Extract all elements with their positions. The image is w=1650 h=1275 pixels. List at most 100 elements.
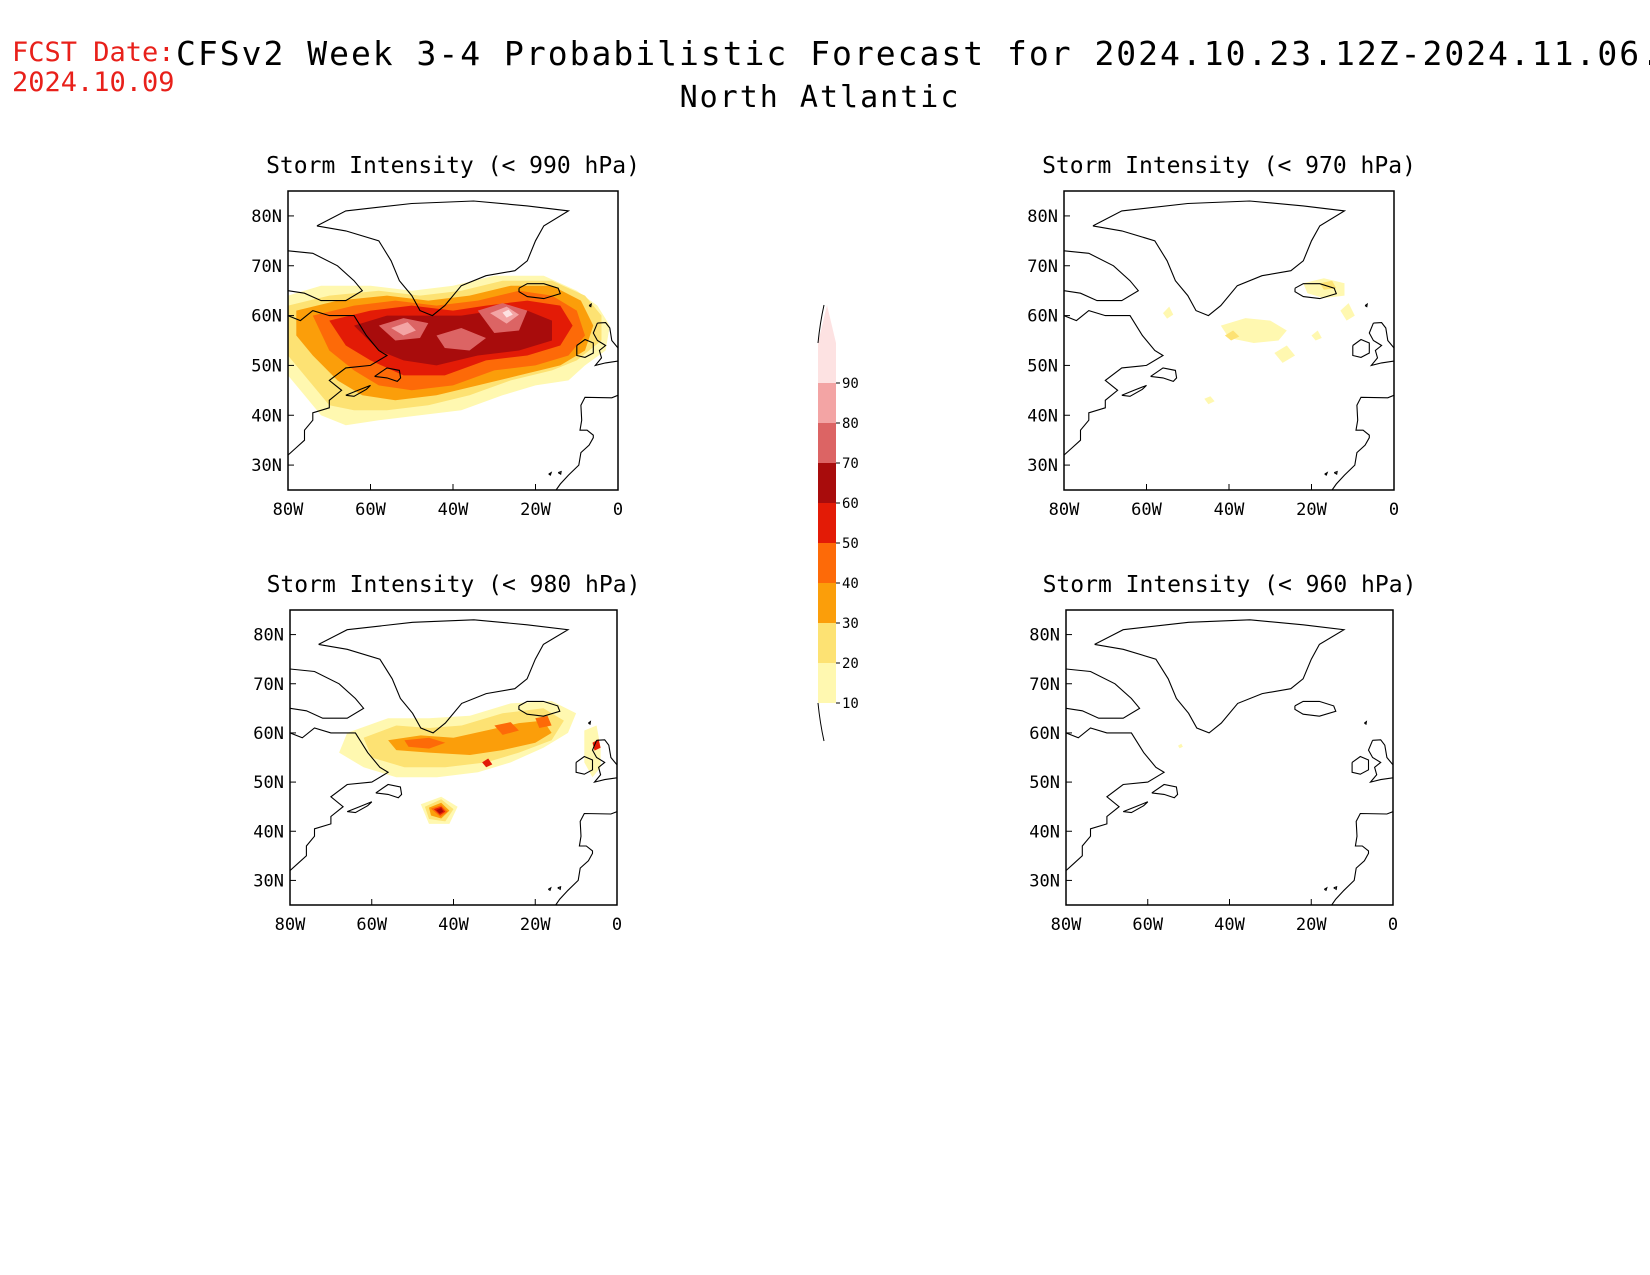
probability-region-60 [436,808,444,814]
lat-tick-label: 40N [1027,406,1058,426]
coastline [374,367,402,383]
map-frame [1063,190,1395,491]
lat-tick-label: 50N [251,356,282,376]
coastlines [290,619,617,905]
coastline [576,338,594,358]
map-frame [1065,609,1394,906]
panel-title: Storm Intensity (< 970 hPa) [1042,153,1416,179]
coastline [548,886,552,892]
coastline [318,619,570,734]
colorbar-label: 30 [842,616,859,632]
lat-tick-label: 60N [251,307,282,327]
probability-region-70 [436,328,486,351]
lat-tick-label: 50N [1027,356,1058,376]
coastline [1331,394,1394,490]
colorbar-segment-20 [818,623,836,663]
lat-tick-label: 70N [251,257,282,277]
probability-region-80 [391,322,416,336]
probability-region-80 [490,306,519,324]
coastline [290,668,365,719]
lon-tick-label: 40W [1214,500,1245,520]
lat-tick-label: 30N [1029,871,1060,891]
coastline [1333,885,1338,891]
colorbar-label: 80 [842,416,859,432]
lon-tick-label: 40W [1214,915,1245,935]
coastline [1066,727,1166,881]
lat-tick-label: 30N [253,871,284,891]
coastlines [1064,200,1394,490]
coastline [288,309,389,466]
colorbar-segment-40 [818,543,836,583]
coastline [1294,700,1337,717]
probability-shading [288,275,610,426]
coastline [1331,811,1393,905]
coastline [588,302,592,308]
map-panel-bottom-left: Storm Intensity (< 980 hPa) 80W 60W 40W 20W 0… [253,572,640,935]
lat-tick-label: 80N [1029,626,1060,646]
probability-region-40 [494,722,519,735]
colorbar-label: 60 [842,496,859,512]
coastline [288,250,364,302]
coastline [1094,619,1346,734]
probability-region-40 [404,737,446,749]
colorbar-label: 20 [842,656,859,672]
colorbar: 10 20 30 40 50 60 70 80 90 [817,304,859,742]
lat-tick-label: 80N [251,207,282,227]
panel-title: Storm Intensity (< 990 hPa) [266,153,640,179]
coastline [1333,470,1338,475]
lon-tick-label: 0 [612,915,622,935]
coastline [1352,338,1370,358]
colorbar-label: 70 [842,456,859,472]
lat-tick-label: 80N [1027,207,1058,227]
coastline [548,471,553,476]
coastline [592,322,618,367]
coastline [575,755,594,775]
probability-region-40 [535,715,552,728]
panel-title: Storm Intensity (< 960 hPa) [1043,572,1417,598]
lon-tick-label: 60W [355,500,386,520]
lon-tick-label: 20W [1296,500,1327,520]
region-subtitle: North Atlantic [0,80,1650,115]
coastline [1324,886,1328,892]
lat-tick-label: 50N [1029,773,1060,793]
colorbar-segment-80 [818,383,836,423]
coastline [557,885,562,891]
map-panel-top-left: Storm Intensity (< 990 hPa) 80W 60W 40W 20W 0… [251,153,640,520]
coastline [1351,755,1370,775]
page-title: CFSv2 Week 3-4 Probabilistic Forecast fo… [176,34,1650,73]
probability-region-10 [1178,743,1183,749]
coastline [555,811,617,905]
panel-title: Storm Intensity (< 980 hPa) [267,572,641,598]
lon-tick-label: 40W [438,915,469,935]
coastline [557,470,562,475]
probability-region-10 [1311,330,1322,341]
lon-tick-label: 80W [1051,915,1082,935]
colorbar-label: 10 [842,696,859,712]
lon-tick-label: 20W [1296,915,1327,935]
region-subtitle-text: North Atlantic [679,80,961,115]
probability-shading [1178,743,1183,749]
coastline [345,384,371,397]
lon-tick-label: 20W [520,500,551,520]
lat-tick-label: 60N [1027,307,1058,327]
lat-tick-label: 40N [251,406,282,426]
probability-region-10 [584,725,601,778]
lat-tick-label: 40N [253,822,284,842]
fcst-date-value: 2024.10.09 [12,67,175,98]
coastline [1364,302,1368,308]
lon-tick-label: 60W [356,915,387,935]
coastline [1367,739,1393,784]
lat-tick-label: 30N [251,456,282,476]
coastline [518,700,561,717]
lat-tick-label: 30N [1027,456,1058,476]
probability-region-10 [1204,396,1215,405]
lon-tick-label: 80W [1049,500,1080,520]
lat-tick-label: 40N [1029,822,1060,842]
coastlines [288,200,618,490]
coastline [1064,309,1165,466]
coastline [290,727,390,881]
lon-tick-label: 0 [1388,915,1398,935]
lat-tick-label: 80N [253,626,284,646]
lat-tick-label: 70N [1027,257,1058,277]
coastline [1294,283,1338,300]
